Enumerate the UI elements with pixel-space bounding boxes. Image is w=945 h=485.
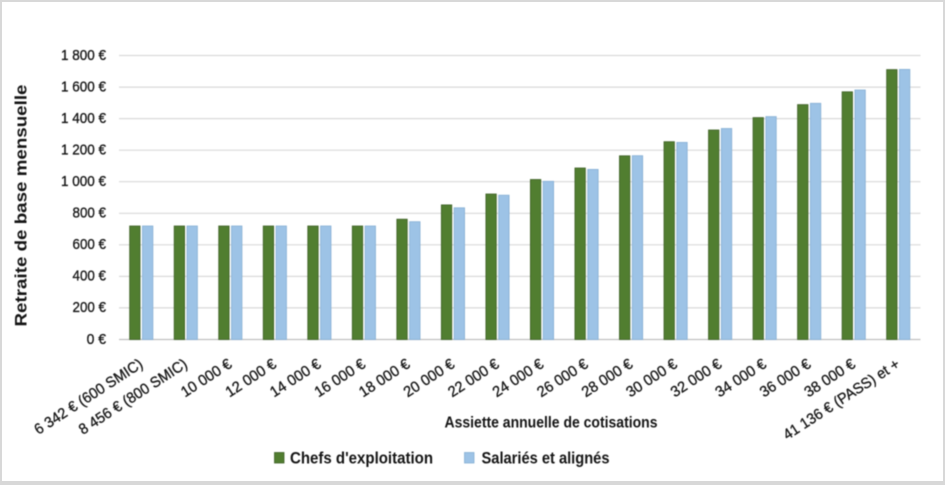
svg-text:Retraite de base mensuelle: Retraite de base mensuelle xyxy=(12,84,31,326)
svg-text:Chefs d'exploitation: Chefs d'exploitation xyxy=(290,449,433,468)
svg-text:800 €: 800 € xyxy=(73,205,107,222)
svg-text:1 400 €: 1 400 € xyxy=(61,110,107,127)
svg-text:1 600 €: 1 600 € xyxy=(61,78,107,95)
svg-text:1 800 €: 1 800 € xyxy=(61,47,107,64)
svg-text:200 €: 200 € xyxy=(73,299,107,316)
svg-text:600 €: 600 € xyxy=(73,236,107,253)
svg-text:Salariés et alignés: Salariés et alignés xyxy=(482,449,610,468)
svg-text:Assiette annuelle de cotisatio: Assiette annuelle de cotisations xyxy=(445,415,658,432)
svg-text:0 €: 0 € xyxy=(87,331,107,348)
svg-text:1 200 €: 1 200 € xyxy=(61,142,107,159)
svg-text:1 000 €: 1 000 € xyxy=(61,173,107,190)
svg-text:400 €: 400 € xyxy=(73,268,107,285)
